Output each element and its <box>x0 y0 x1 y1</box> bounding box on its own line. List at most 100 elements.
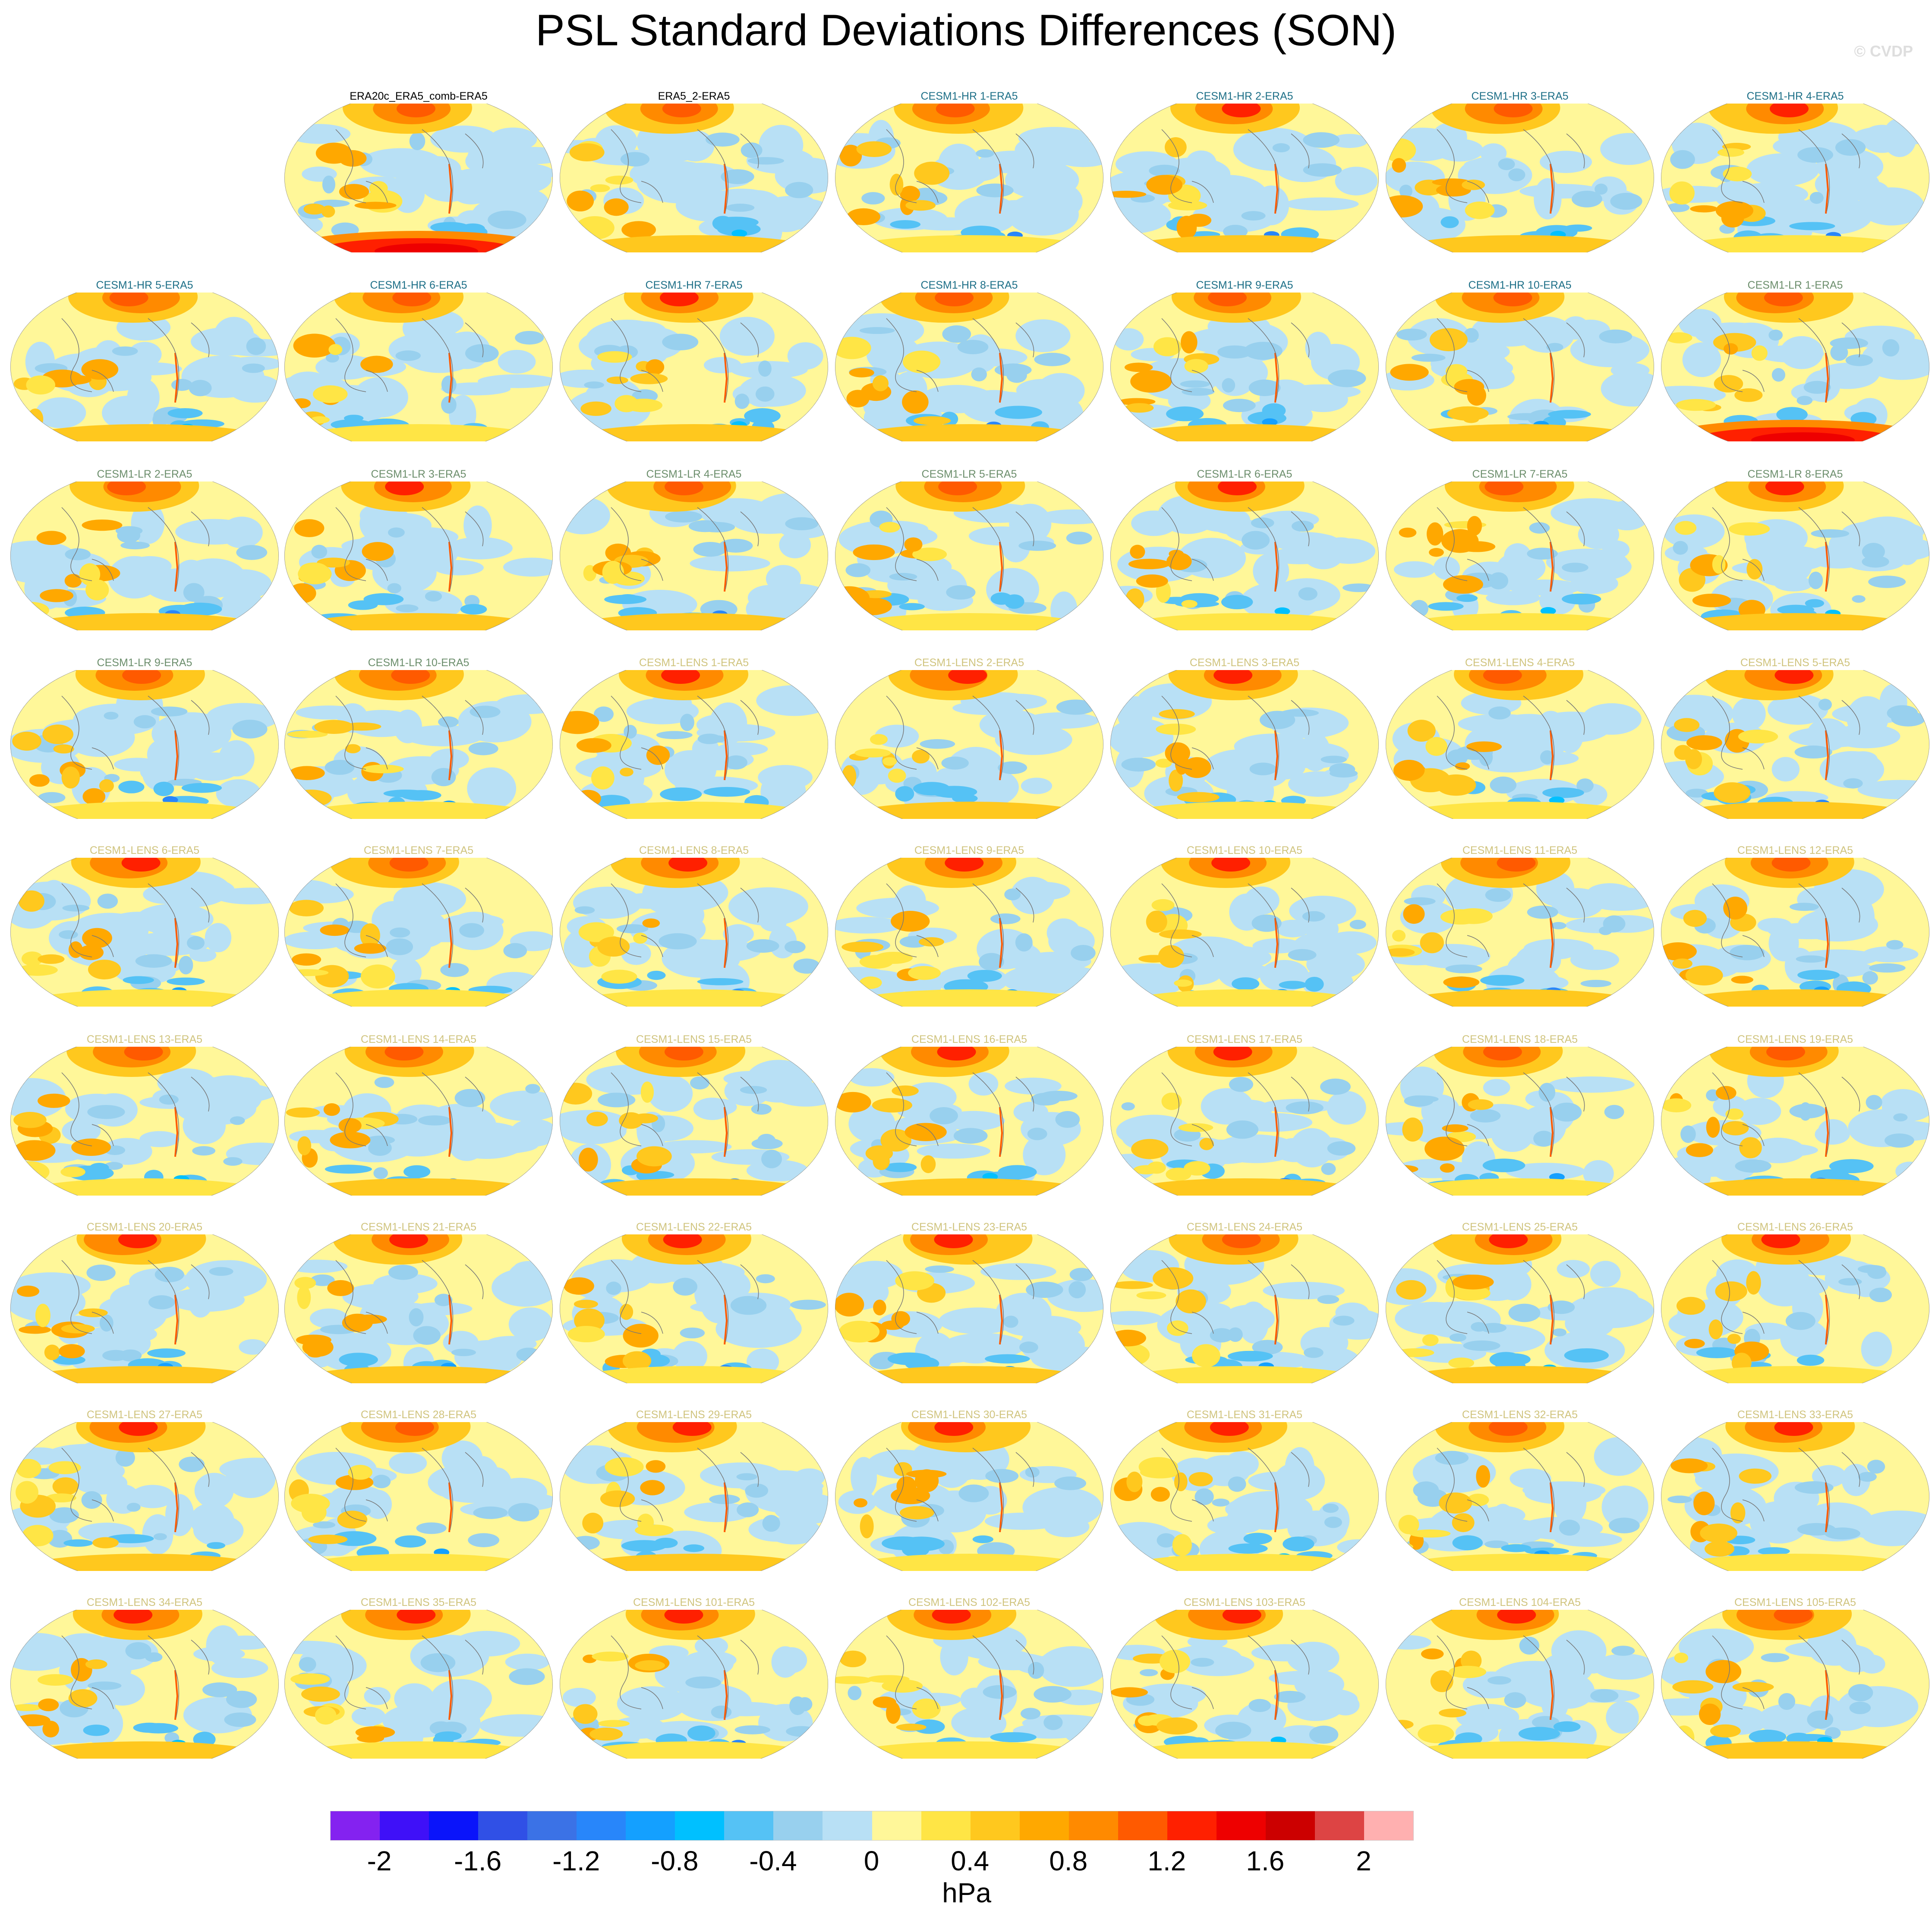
panel-title: CESM1-LENS 21-ERA5 <box>360 1221 477 1233</box>
map-panel: CESM1-HR 6-ERA5 <box>284 279 553 451</box>
map-field <box>1386 1422 1654 1571</box>
panel-title: CESM1-LENS 19-ERA5 <box>1737 1033 1853 1045</box>
map-panel: CESM1-LENS 35-ERA5 <box>284 1596 553 1769</box>
map-panel: CESM1-LENS 7-ERA5 <box>284 844 553 1017</box>
colorbar-swatch <box>1118 1811 1167 1840</box>
colorbar-tick-label: -1.2 <box>552 1845 600 1876</box>
panel-title: CESM1-LR 3-ERA5 <box>371 468 466 480</box>
panel-title: CESM1-HR 2-ERA5 <box>1196 90 1293 102</box>
map-field <box>835 1610 1103 1759</box>
map-field <box>1110 1047 1379 1196</box>
map-panel: CESM1-LR 9-ERA5 <box>10 656 279 829</box>
map-panel: CESM1-LR 1-ERA5 <box>1661 279 1930 451</box>
map-field <box>284 293 553 441</box>
colorbar <box>330 1811 1414 1841</box>
map-field <box>1661 858 1929 1007</box>
map-field <box>10 1422 279 1571</box>
map-field <box>560 1234 828 1383</box>
map-field <box>560 482 828 630</box>
map-field <box>1110 1610 1379 1759</box>
panel-title: CESM1-LENS 13-ERA5 <box>86 1033 203 1045</box>
panel-title: CESM1-HR 4-ERA5 <box>1746 90 1844 102</box>
panel-title: CESM1-LENS 35-ERA5 <box>360 1596 477 1608</box>
panel-title: CESM1-LENS 29-ERA5 <box>636 1409 752 1421</box>
panel-title: CESM1-LENS 9-ERA5 <box>914 844 1024 856</box>
map-field <box>1386 293 1654 441</box>
panel-title: CESM1-LR 10-ERA5 <box>368 657 470 669</box>
colorbar-swatch <box>1265 1811 1315 1840</box>
map-field <box>1110 482 1379 630</box>
panel-title: CESM1-LENS 17-ERA5 <box>1186 1033 1303 1045</box>
map-field <box>1386 1234 1654 1383</box>
panel-title: CESM1-HR 10-ERA5 <box>1468 279 1572 291</box>
map-field <box>284 1422 553 1571</box>
panel-title: CESM1-HR 7-ERA5 <box>645 279 743 291</box>
panel-title: CESM1-LENS 30-ERA5 <box>911 1409 1027 1421</box>
map-field <box>1661 1234 1929 1383</box>
map-panel: CESM1-HR 4-ERA5 <box>1661 90 1930 262</box>
panel-title: CESM1-LR 7-ERA5 <box>1472 468 1568 480</box>
map-panel: CESM1-LENS 2-ERA5 <box>835 656 1104 829</box>
map-panel: CESM1-LR 6-ERA5 <box>1110 468 1379 640</box>
map-field <box>1110 1234 1379 1383</box>
map-field <box>10 293 279 441</box>
panel-title: CESM1-LENS 12-ERA5 <box>1737 844 1853 856</box>
panel-title: CESM1-LENS 20-ERA5 <box>86 1221 203 1233</box>
map-panel: CESM1-LR 5-ERA5 <box>835 468 1104 640</box>
colorbar-swatch <box>1019 1811 1069 1840</box>
map-field <box>560 670 828 819</box>
map-panel: CESM1-LENS 26-ERA5 <box>1661 1221 1930 1393</box>
colorbar-tick-label: 1.2 <box>1147 1845 1186 1876</box>
panel-title: CESM1-LR 1-ERA5 <box>1747 279 1843 291</box>
map-panel: CESM1-LENS 11-ERA5 <box>1385 844 1655 1017</box>
map-panel: CESM1-LENS 27-ERA5 <box>10 1408 279 1581</box>
panel-title: CESM1-LENS 31-ERA5 <box>1186 1409 1303 1421</box>
map-field <box>835 670 1103 819</box>
map-field <box>1386 482 1654 630</box>
panel-title: CESM1-HR 1-ERA5 <box>920 90 1018 102</box>
panel-title: CESM1-LENS 34-ERA5 <box>86 1596 203 1608</box>
panel-title: CESM1-LR 8-ERA5 <box>1747 468 1843 480</box>
map-field <box>1661 104 1929 252</box>
panel-title: CESM1-HR 9-ERA5 <box>1196 279 1293 291</box>
colorbar-tick-label: 0.4 <box>951 1845 990 1876</box>
colorbar-swatch <box>921 1811 971 1840</box>
panel-title: CESM1-LR 4-ERA5 <box>646 468 742 480</box>
map-panel: CESM1-LR 2-ERA5 <box>10 468 279 640</box>
map-field <box>1110 1422 1379 1571</box>
colorbar-tick-label: 0 <box>864 1845 879 1876</box>
map-panel: CESM1-LENS 104-ERA5 <box>1385 1596 1655 1769</box>
map-panel: CESM1-HR 2-ERA5 <box>1110 90 1379 262</box>
colorbar-tick-label: 2 <box>1356 1845 1371 1876</box>
map-field <box>835 858 1103 1007</box>
map-panel: CESM1-HR 1-ERA5 <box>835 90 1104 262</box>
map-panel: CESM1-HR 9-ERA5 <box>1110 279 1379 451</box>
panel-title: CESM1-LENS 22-ERA5 <box>636 1221 752 1233</box>
map-field <box>284 670 553 819</box>
map-panel: CESM1-LENS 20-ERA5 <box>10 1221 279 1393</box>
map-panel: CESM1-LENS 34-ERA5 <box>10 1596 279 1769</box>
panel-title: CESM1-HR 6-ERA5 <box>370 279 467 291</box>
colorbar-swatch <box>1068 1811 1118 1840</box>
colorbar-swatch <box>380 1811 429 1840</box>
panel-title: CESM1-LENS 32-ERA5 <box>1462 1409 1578 1421</box>
map-panel: CESM1-LENS 101-ERA5 <box>559 1596 829 1769</box>
panel-title: ERA20c_ERA5_comb-ERA5 <box>350 90 488 102</box>
map-panel: CESM1-LENS 31-ERA5 <box>1110 1408 1379 1581</box>
map-field <box>1661 1610 1929 1759</box>
colorbar-swatch <box>823 1811 872 1840</box>
map-field <box>1661 1047 1929 1196</box>
map-panel: CESM1-LENS 29-ERA5 <box>559 1408 829 1581</box>
panel-title: CESM1-LENS 101-ERA5 <box>633 1596 755 1608</box>
map-panel: CESM1-LENS 22-ERA5 <box>559 1221 829 1393</box>
map-field <box>10 670 279 819</box>
panel-title: CESM1-LR 6-ERA5 <box>1197 468 1292 480</box>
map-panel: CESM1-LENS 105-ERA5 <box>1661 1596 1930 1769</box>
map-field <box>10 1047 279 1196</box>
map-panel: CESM1-LENS 9-ERA5 <box>835 844 1104 1017</box>
colorbar-tick-label: -2 <box>367 1845 392 1876</box>
map-panel: CESM1-LENS 23-ERA5 <box>835 1221 1104 1393</box>
map-field <box>1386 858 1654 1007</box>
panel-title: CESM1-LENS 103-ERA5 <box>1183 1596 1306 1608</box>
cvdp-watermark: © CVDP <box>1854 42 1913 60</box>
